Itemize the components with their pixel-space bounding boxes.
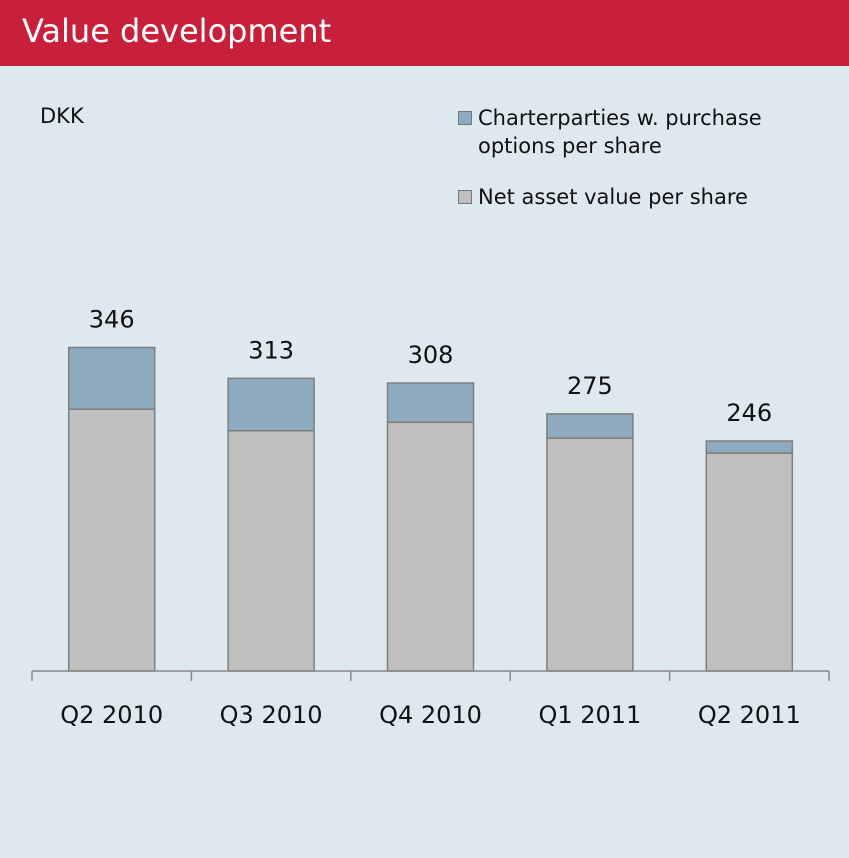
legend-swatch (458, 111, 472, 125)
bar-segment (705, 440, 794, 454)
legend-item: Net asset value per share (458, 183, 818, 211)
legend-label: Net asset value per share (478, 185, 748, 209)
total-label: 313 (248, 336, 294, 364)
x-tick-label: Q2 2010 (60, 701, 163, 729)
y-unit-label: DKK (40, 104, 84, 128)
legend-swatch (458, 190, 472, 204)
legend-item: Charterparties w. purchase options per s… (458, 104, 818, 160)
total-label: 275 (567, 372, 613, 400)
bar-segment (546, 413, 634, 439)
chart-title: Value development (22, 12, 332, 50)
x-tick-label: Q1 2011 (538, 701, 641, 729)
x-tick-label: Q4 2010 (379, 701, 482, 729)
legend-label: Charterparties w. purchase options per s… (478, 106, 762, 158)
x-tick-label: Q3 2010 (220, 701, 323, 729)
bar-segment (386, 382, 475, 424)
bar-segment (546, 437, 634, 672)
bar-segment (67, 408, 156, 672)
bar-segment (67, 346, 156, 410)
total-label: 308 (408, 341, 454, 369)
bar-segment (386, 421, 475, 672)
header-band (0, 0, 849, 66)
bar-segment (227, 429, 315, 672)
bar-segment (705, 452, 794, 672)
bar-segment (227, 377, 315, 432)
total-label: 246 (726, 399, 772, 427)
x-tick-label: Q2 2011 (698, 701, 801, 729)
total-label: 346 (89, 305, 135, 333)
